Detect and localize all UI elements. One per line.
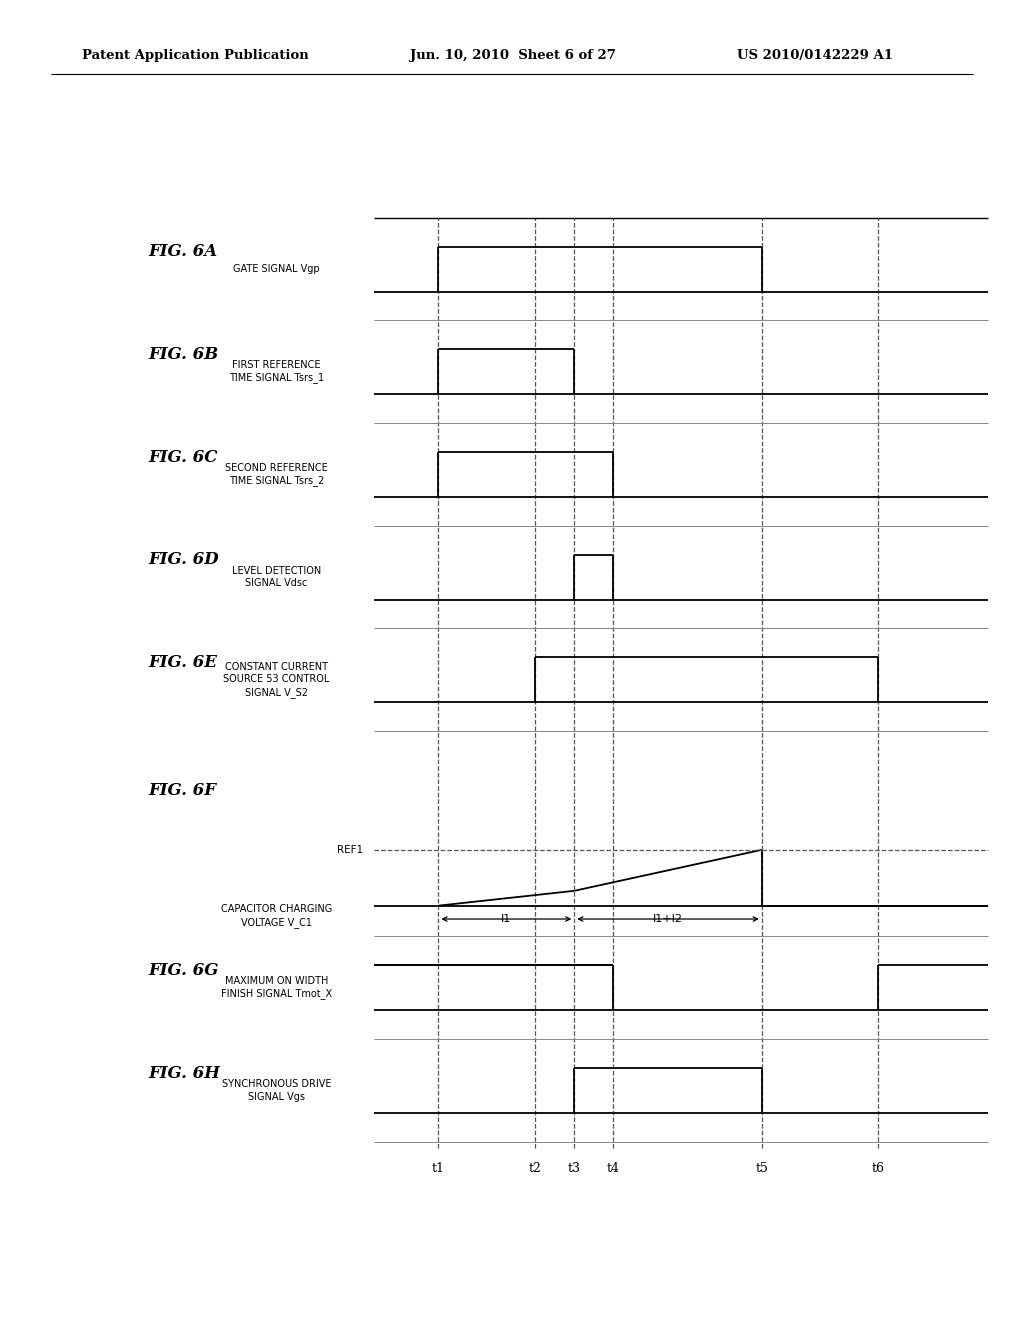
- Text: FIG. 6A: FIG. 6A: [148, 243, 218, 260]
- Text: FIG. 6B: FIG. 6B: [148, 346, 219, 363]
- Text: MAXIMUM ON WIDTH
FINISH SIGNAL Tmot_X: MAXIMUM ON WIDTH FINISH SIGNAL Tmot_X: [221, 977, 332, 999]
- Text: REF1: REF1: [337, 845, 364, 855]
- Text: FIG. 6F: FIG. 6F: [148, 783, 216, 800]
- Text: FIRST REFERENCE
TIME SIGNAL Tsrs_1: FIRST REFERENCE TIME SIGNAL Tsrs_1: [229, 360, 324, 383]
- Text: LEVEL DETECTION
SIGNAL Vdsc: LEVEL DETECTION SIGNAL Vdsc: [231, 566, 322, 589]
- Text: t2: t2: [529, 1162, 542, 1175]
- Text: t6: t6: [871, 1162, 885, 1175]
- Text: I1+I2: I1+I2: [653, 913, 683, 924]
- Text: t5: t5: [756, 1162, 768, 1175]
- Text: I1: I1: [501, 913, 511, 924]
- Text: CAPACITOR CHARGING
VOLTAGE V_C1: CAPACITOR CHARGING VOLTAGE V_C1: [221, 904, 332, 928]
- Text: t4: t4: [606, 1162, 620, 1175]
- Text: GATE SIGNAL Vgp: GATE SIGNAL Vgp: [233, 264, 319, 275]
- Text: Jun. 10, 2010  Sheet 6 of 27: Jun. 10, 2010 Sheet 6 of 27: [410, 49, 615, 62]
- Text: t1: t1: [432, 1162, 445, 1175]
- Text: CONSTANT CURRENT
SOURCE 53 CONTROL
SIGNAL V_S2: CONSTANT CURRENT SOURCE 53 CONTROL SIGNA…: [223, 661, 330, 698]
- Text: FIG. 6C: FIG. 6C: [148, 449, 218, 466]
- Text: t3: t3: [567, 1162, 581, 1175]
- Text: US 2010/0142229 A1: US 2010/0142229 A1: [737, 49, 893, 62]
- Text: FIG. 6D: FIG. 6D: [148, 552, 219, 569]
- Text: Patent Application Publication: Patent Application Publication: [82, 49, 308, 62]
- Text: SECOND REFERENCE
TIME SIGNAL Tsrs_2: SECOND REFERENCE TIME SIGNAL Tsrs_2: [225, 463, 328, 486]
- Text: FIG. 6E: FIG. 6E: [148, 655, 217, 671]
- Text: SYNCHRONOUS DRIVE
SIGNAL Vgs: SYNCHRONOUS DRIVE SIGNAL Vgs: [222, 1080, 331, 1102]
- Text: FIG. 6G: FIG. 6G: [148, 962, 219, 979]
- Text: FIG. 6H: FIG. 6H: [148, 1065, 220, 1082]
